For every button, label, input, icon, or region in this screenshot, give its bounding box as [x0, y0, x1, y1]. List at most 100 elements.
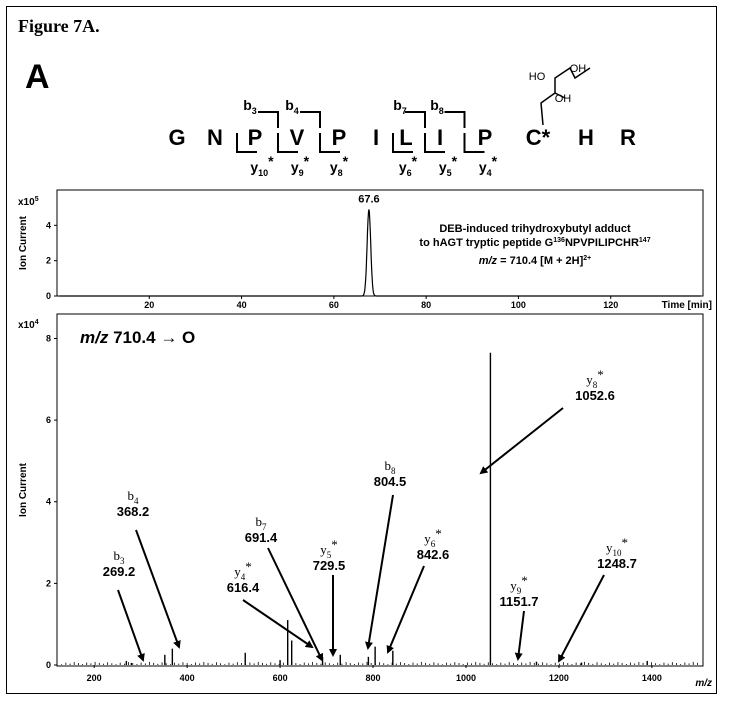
ms2-annotation-value: 1151.7 [499, 594, 538, 609]
ms2-annotation-value: 729.5 [313, 558, 346, 573]
adduct-label: HO [529, 71, 546, 83]
chrom-annotation-line2: to hAGT tryptic peptide G136NPVPILIPCHR1… [419, 237, 650, 249]
ms2-annotation-arrow [117, 589, 145, 662]
sequence-residue: H [578, 125, 594, 150]
ms2-x-tick-label: 1200 [549, 673, 569, 683]
b-ion-bracket [444, 111, 466, 128]
ms2-x-tick-label: 200 [87, 673, 102, 683]
figure-frame [6, 6, 717, 694]
chrom-x-axis-label: Time [min] [662, 300, 712, 311]
chrom-x-tick-label: 20 [144, 300, 154, 310]
sequence-y-ion-label: y8* [330, 153, 349, 178]
ms2-annotation-ion: y10* [606, 535, 628, 558]
ms2-exponent-label: x104 [18, 319, 39, 331]
sequence-residue: N [207, 125, 223, 150]
ms2-annotation-ion: b3 [114, 548, 126, 566]
sequence-residue: I [373, 125, 379, 150]
y-ion-bracket [319, 133, 340, 153]
sequence-b-ion-label: b7 [393, 97, 407, 116]
chrom-annotation-line1: DEB-induced trihydroxybutyl adduct [439, 223, 631, 235]
sequence-residue: I [437, 125, 443, 150]
ms2-y-tick-label: 4 [46, 497, 51, 507]
sequence-residue: G [168, 125, 185, 150]
ms2-x-axis-label: m/z [695, 678, 712, 689]
ms2-annotation-arrow [558, 574, 605, 663]
chrom-x-tick-label: 100 [511, 300, 526, 310]
ms2-annotation-value: 691.4 [245, 530, 278, 545]
ms2-x-tick-label: 600 [273, 673, 288, 683]
ms2-annotation-arrow [135, 529, 181, 649]
y-ion-bracket [463, 133, 485, 153]
chrom-annotation-line3: m/z = 710.4 [M + 2H]2+ [479, 255, 592, 267]
ms2-x-tick-label: 1000 [456, 673, 476, 683]
ms2-annotation-ion: b8 [385, 458, 397, 476]
ms2-annotation-value: 616.4 [227, 580, 260, 595]
ms2-x-tick-label: 800 [366, 673, 381, 683]
ms2-x-tick-label: 400 [180, 673, 195, 683]
adduct-label: OH [570, 63, 587, 75]
ms2-annotation-arrow [386, 565, 425, 654]
ms2-annotation-value: 368.2 [117, 504, 150, 519]
ms2-title: m/z 710.4 → O [80, 328, 195, 347]
ms2-annotation-value: 804.5 [374, 474, 407, 489]
ms2-x-tick-label: 1400 [642, 673, 662, 683]
y-ion-bracket [424, 133, 445, 153]
sequence-residue: R [620, 125, 636, 150]
sequence-y-ion-label: y9* [291, 153, 310, 178]
ms2-y-tick-label: 2 [46, 578, 51, 588]
sequence-residue: L [399, 125, 412, 150]
chrom-peak-label: 67.6 [358, 193, 379, 205]
y-ion-bracket [277, 133, 298, 153]
sequence-residue: V [290, 125, 305, 150]
ms2-annotation-arrow [365, 494, 394, 650]
ms2-annotation-value: 269.2 [103, 564, 136, 579]
sequence-y-ion-label: y6* [399, 153, 418, 178]
y-ion-bracket [392, 133, 413, 153]
chrom-x-tick-label: 120 [603, 300, 618, 310]
sequence-y-ion-label: y5* [439, 153, 458, 178]
sequence-residue: P [248, 125, 263, 150]
adduct-label: OH [555, 93, 572, 105]
sequence-residue: C* [526, 125, 551, 150]
chrom-x-tick-label: 80 [421, 300, 431, 310]
ms2-y-tick-label: 0 [46, 660, 51, 670]
ms2-annotation-ion: y6* [424, 526, 442, 549]
ms2-annotation-value: 1052.6 [575, 388, 615, 403]
sequence-b-ion-label: b8 [430, 97, 444, 116]
ms2-annotation-ion: y8* [586, 367, 604, 390]
trihydroxybutyl-structure [540, 66, 591, 126]
figure-title: Figure 7A. [18, 16, 100, 36]
ms2-annotation-value: 1248.7 [597, 556, 637, 571]
ms2-y-axis-label: Ion Current [18, 462, 29, 517]
sequence-y-ion-label: y4* [479, 153, 498, 178]
chrom-x-tick-label: 60 [329, 300, 339, 310]
ms2-annotation-ion: y4* [234, 559, 252, 582]
sequence-residue: P [332, 125, 347, 150]
ms2-annotation-ion: y5* [320, 537, 338, 560]
ms2-annotation-ion: y9* [510, 573, 528, 596]
ms2-annotation-value: 842.6 [417, 547, 450, 562]
b-ion-bracket [405, 111, 426, 128]
chrom-y-tick-label: 0 [46, 291, 51, 301]
sequence-residue: P [478, 125, 493, 150]
sequence-b-ion-label: b4 [285, 97, 299, 116]
ms2-annotation-arrow [267, 547, 323, 662]
chromatogram-panel: 20 40 60 80 100 120 0 2 4 67.6 x105 Ion Current Tim… [18, 189, 712, 311]
b-ion-bracket [300, 111, 321, 128]
chrom-exponent-label: x105 [18, 196, 39, 208]
sequence-y-ion-label: y10* [250, 153, 274, 178]
b-ion-bracket [258, 111, 279, 128]
chromatogram-trace [59, 209, 701, 297]
ms2-annotation-arrow [514, 610, 525, 661]
ms2-y-tick-label: 8 [46, 333, 51, 343]
ms2-annotation-arrow [242, 599, 314, 649]
sequence-b-ion-label: b3 [243, 97, 257, 116]
chrom-x-tick-label: 40 [237, 300, 247, 310]
chrom-y-tick-label: 2 [46, 256, 51, 266]
ms2-y-tick-label: 6 [46, 415, 51, 425]
ms2-annotation-ion: b7 [256, 514, 268, 532]
ms2-plot-area [56, 313, 704, 667]
ms2-annotation-arrow [479, 407, 564, 475]
